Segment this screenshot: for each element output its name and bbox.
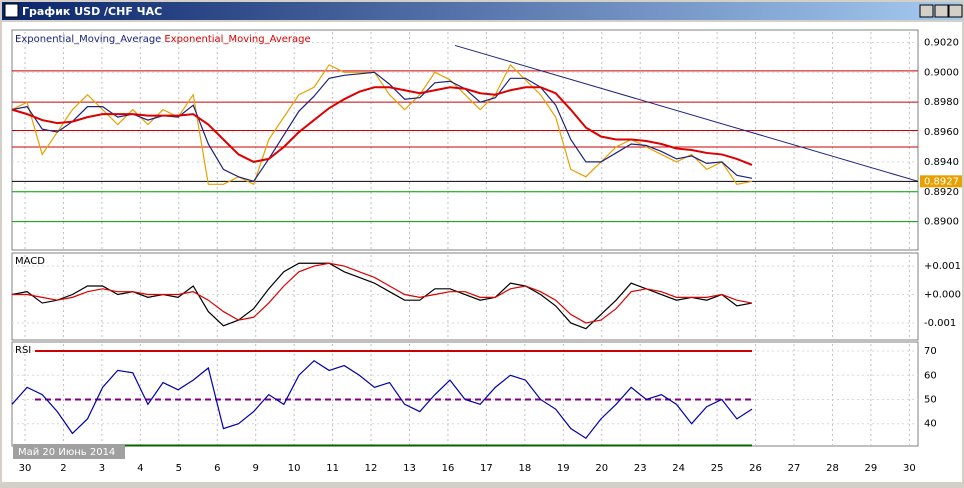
x-tick-label: 18 — [518, 463, 531, 474]
legend-entry: Exponential_Moving_Average — [15, 34, 161, 45]
x-tick-label: 29 — [865, 463, 878, 474]
series-line — [11, 359, 753, 440]
y-tick-label: 40 — [924, 419, 937, 430]
window-icon — [4, 3, 19, 18]
x-tick-label: 17 — [480, 463, 493, 474]
series-line — [12, 262, 753, 324]
x-tick-label: 16 — [442, 463, 455, 474]
x-tick-label: 5 — [176, 463, 182, 474]
panel-title: MACD — [15, 256, 45, 267]
y-tick-label: 50 — [924, 394, 937, 405]
y-tick-label: +0.000 — [924, 290, 961, 301]
x-tick-label: 30 — [903, 463, 916, 474]
y-tick-label: 70 — [924, 346, 937, 357]
panel-title: RSI — [15, 345, 31, 356]
x-tick-label: 10 — [288, 463, 301, 474]
x-tick-label: 6 — [214, 463, 220, 474]
x-tick-label: 19 — [557, 463, 570, 474]
x-tick-label: 27 — [788, 463, 801, 474]
series-line — [11, 86, 753, 166]
y-tick-label: 0.9000 — [924, 67, 959, 78]
x-tick-label: 23 — [634, 463, 647, 474]
y-tick-label: +0.001 — [924, 261, 961, 272]
window-title: График USD /CHF ЧАС — [22, 5, 162, 18]
y-tick-label: 0.9020 — [924, 37, 959, 48]
y-tick-label: 0.8900 — [924, 217, 959, 228]
x-tick-label: 28 — [826, 463, 839, 474]
series-line — [11, 63, 753, 186]
y-tick-label: -0.001 — [924, 318, 956, 329]
close-button[interactable] — [948, 4, 963, 18]
x-tick-label: 12 — [365, 463, 378, 474]
legend-entry: Exponential_Moving_Average — [164, 34, 310, 45]
x-tick-label: 3 — [99, 463, 105, 474]
period-label: Май 20 Июнь 2014 — [18, 447, 115, 458]
y-tick-label: 60 — [924, 370, 937, 381]
x-tick-label: 13 — [403, 463, 416, 474]
x-tick-label: 4 — [137, 463, 143, 474]
trend-line — [454, 44, 919, 182]
title-bar — [2, 2, 962, 20]
x-tick-label: 25 — [711, 463, 724, 474]
x-tick-label: 26 — [749, 463, 762, 474]
x-tick-label: 11 — [326, 463, 339, 474]
panel-frame — [11, 29, 919, 251]
y-tick-label: 0.8920 — [924, 187, 959, 198]
x-tick-label: 30 — [19, 463, 32, 474]
current-price-label: 0.8927 — [924, 176, 959, 187]
y-tick-label: 0.8980 — [924, 97, 959, 108]
minimize-button[interactable] — [919, 4, 934, 18]
y-tick-label: 0.8960 — [924, 127, 959, 138]
maximize-button[interactable] — [934, 4, 949, 18]
current-price-box — [920, 175, 962, 188]
period-label-box — [13, 444, 125, 459]
y-tick-label: 0.8940 — [924, 157, 959, 168]
x-tick-label: 20 — [595, 463, 608, 474]
x-tick-label: 2 — [60, 463, 66, 474]
chart-area — [2, 22, 962, 482]
panel-frame — [11, 252, 919, 341]
x-tick-label: 9 — [253, 463, 259, 474]
x-tick-label: 24 — [672, 463, 685, 474]
